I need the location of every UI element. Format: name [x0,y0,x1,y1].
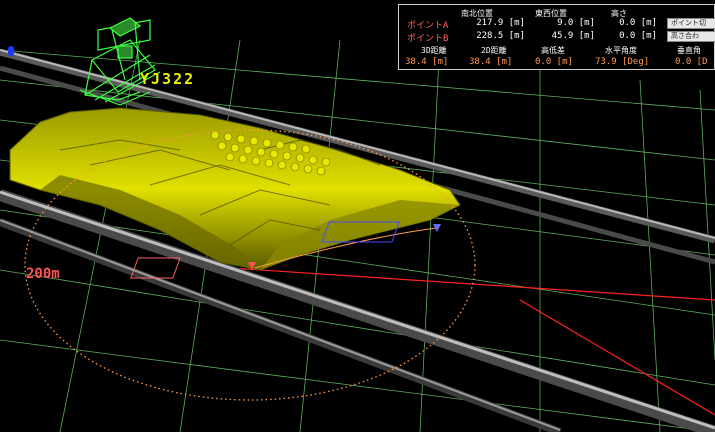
height-match-button[interactable]: 高さ合わ [667,31,715,42]
dist3d-value: 38.4 [m] [405,57,449,67]
point-switch-button[interactable]: ポイント切 [667,18,715,29]
horizontal-angle-label: 水平角度 [605,46,637,55]
header-east-west: 東西位置 [535,9,567,18]
vertical-angle-value: 0.0 [D [675,57,708,67]
point-b-label: ポイントB [407,34,449,44]
point-b-marker[interactable] [321,221,441,243]
dist2d-value: 38.4 [m] [469,57,513,67]
point-b-ns: 228.5 [m] [476,31,525,41]
header-north-south: 南北位置 [461,9,493,18]
radius-circle [24,129,476,401]
horizontal-angle-value: 73.9 [Deg] [595,57,650,67]
reclaimer-machine[interactable] [79,17,161,106]
elevation-value: 0.0 [m] [535,57,573,67]
point-a-marker[interactable] [130,257,256,279]
dist3d-label: 3D距離 [421,46,447,55]
point-a-h: 0.0 [m] [619,18,657,28]
vertical-angle-label: 垂直角 [677,46,701,55]
rail-near [0,189,715,432]
machine-label: YJ322 [140,70,196,88]
point-b-h: 0.0 [m] [619,31,657,41]
point-a-ew: 9.0 [m] [557,18,595,28]
radius-label: 200m [26,266,60,282]
stockpile [9,107,461,271]
dist2d-label: 2D距離 [481,46,507,55]
measure-line [254,227,438,269]
header-height: 高さ [611,9,627,18]
point-a-label: ポイントA [407,21,449,31]
point-a-ns: 217.9 [m] [476,18,525,28]
point-b-ew: 45.9 [m] [551,31,595,41]
elevation-label: 高低差 [541,46,565,55]
measurement-panel: 南北位置 東西位置 高さ ポイントA 217.9 [m] 9.0 [m] 0.0… [398,4,715,70]
blue-marker-icon [8,46,14,56]
